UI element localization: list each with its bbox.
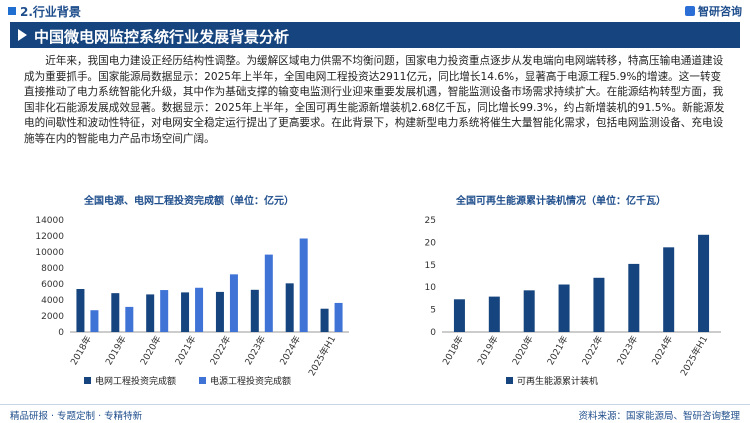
chart-investment: 全国电源、电网工程投资完成额（单位：亿元） 0 2000 4000 6000 8000 10… [14, 194, 364, 402]
bar-b [195, 287, 204, 332]
bar-b [125, 306, 134, 332]
bar-a [628, 263, 640, 332]
bar-a [320, 308, 329, 332]
bar-a [663, 247, 675, 332]
y-tick-label: 12000 [35, 232, 64, 242]
bar-b [299, 238, 308, 332]
bar-a [453, 299, 465, 332]
chart-renewable-svg: 全国可再生能源累计装机情况（单位：亿千瓦） 0 5 10 15 20 25 2018年 2019… [425, 194, 721, 387]
bar-a [285, 283, 294, 332]
bar-a [215, 291, 224, 332]
bar-b [334, 302, 343, 332]
bar-a [523, 290, 535, 332]
legend-swatch [199, 377, 206, 384]
x-tick-label: 2019年 [103, 334, 129, 368]
x-tick-label: 2018年 [440, 334, 466, 368]
bar-a [181, 292, 190, 332]
y-tick-label: 10 [425, 283, 437, 293]
y-tick-label: 6000 [41, 280, 64, 290]
y-tick-label: 20 [425, 238, 437, 248]
page-title: 中国微电网监控系统行业发展背景分析 [34, 28, 290, 46]
logo-icon [685, 6, 695, 16]
x-tick-label: 2023年 [242, 334, 268, 368]
bar-a [146, 294, 155, 332]
legend-label: 电源工程投资完成额 [210, 375, 291, 387]
x-tick-label: 2020年 [509, 334, 535, 368]
section-label: 2.行业背景 [8, 3, 81, 20]
footer-bar: 精品研报 · 专题定制 · 专精特新 资料来源：国家能源局、智研咨询整理 [0, 404, 750, 423]
x-tick-label: 2020年 [137, 334, 163, 368]
chart-title: 全国可再生能源累计装机情况（单位：亿千瓦） [455, 194, 666, 207]
y-tick-label: 8000 [41, 264, 64, 274]
bar-a [250, 289, 259, 332]
x-tick-label: 2023年 [614, 334, 640, 368]
legend-label: 可再生能源累计装机 [517, 375, 598, 387]
footer-left: 精品研报 · 专题定制 · 专精特新 [10, 411, 143, 422]
bar-a [488, 296, 500, 332]
top-bar: 2.行业背景 智研咨询 [0, 0, 750, 22]
x-tick-label: 2025年H1 [306, 334, 339, 378]
x-tick-label: 2025年H1 [678, 334, 711, 378]
x-tick-label: 2021年 [172, 334, 198, 368]
y-tick-label: 15 [425, 261, 436, 271]
section-square-icon [8, 7, 16, 15]
y-tick-label: 4000 [41, 296, 64, 306]
triangle-icon [18, 29, 27, 41]
title-bar: 中国微电网监控系统行业发展背景分析 [10, 22, 740, 48]
y-tick-label: 0 [58, 328, 64, 338]
x-tick-label: 2022年 [207, 334, 233, 368]
brand-logo: 智研咨询 [685, 3, 742, 19]
legend-label: 电网工程投资完成额 [95, 375, 176, 387]
y-tick-label: 0 [430, 328, 436, 338]
bar-a [111, 293, 120, 332]
chart-title: 全国电源、电网工程投资完成额（单位：亿元） [83, 194, 294, 207]
bar-b [160, 290, 169, 332]
section-text: 2.行业背景 [20, 5, 81, 19]
legend-swatch [506, 377, 513, 384]
y-tick-label: 14000 [35, 216, 64, 226]
bar-a [593, 277, 605, 332]
legend-swatch [84, 377, 91, 384]
background-paragraph: 近年来，我国电力建设正经历结构性调整。为缓解区域电力供需不均衡问题，国家电力投资… [24, 55, 725, 145]
y-tick-label: 25 [425, 216, 436, 226]
y-tick-label: 5 [430, 306, 436, 316]
bar-b [229, 274, 238, 332]
bar-b [90, 310, 99, 332]
bar-a [698, 234, 710, 332]
bar-a [76, 289, 85, 332]
bar-b [264, 254, 273, 332]
y-tick-label: 2000 [41, 312, 64, 322]
chart-investment-svg: 全国电源、电网工程投资完成额（单位：亿元） 0 2000 4000 6000 8000 10… [35, 194, 349, 387]
chart-renewable: 全国可再生能源累计装机情况（单位：亿千瓦） 0 5 10 15 20 25 2018年 2019… [386, 194, 736, 402]
x-tick-label: 2024年 [277, 334, 303, 368]
y-tick-label: 10000 [35, 248, 64, 258]
x-tick-label: 2022年 [579, 334, 605, 368]
x-tick-label: 2018年 [68, 334, 94, 368]
x-tick-label: 2024年 [649, 334, 675, 368]
footer-source: 资料来源：国家能源局、智研咨询整理 [578, 411, 740, 422]
x-tick-label: 2021年 [544, 334, 570, 368]
bar-a [558, 284, 570, 332]
logo-text: 智研咨询 [698, 5, 742, 18]
x-tick-label: 2019年 [475, 334, 501, 368]
